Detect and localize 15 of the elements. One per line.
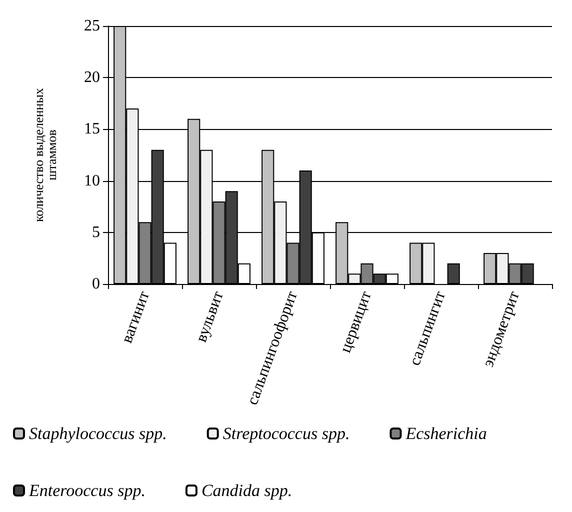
y-tick-label: 25	[84, 18, 100, 34]
y-tick-label: 10	[84, 172, 100, 190]
y-tick-label: 5	[92, 224, 100, 241]
y-axis-title: количество выделенных штаммов	[31, 88, 59, 222]
y-tick-label: 15	[84, 120, 100, 138]
y-tick-label: 0	[92, 276, 100, 292]
x-tick-label: вульвит	[192, 289, 227, 344]
legend-label: Streptococcus spp.	[222, 424, 350, 443]
legend-label: Ecsherichia	[404, 424, 487, 443]
bar	[447, 263, 460, 284]
x-tick-label: вагинит	[118, 289, 153, 346]
legend-label: Enterooccus spp.	[28, 481, 146, 500]
y-tick-label: 20	[84, 69, 100, 86]
legend-label: Candida spp.	[201, 481, 292, 500]
legend-label: Staphylococcus spp.	[29, 424, 167, 443]
